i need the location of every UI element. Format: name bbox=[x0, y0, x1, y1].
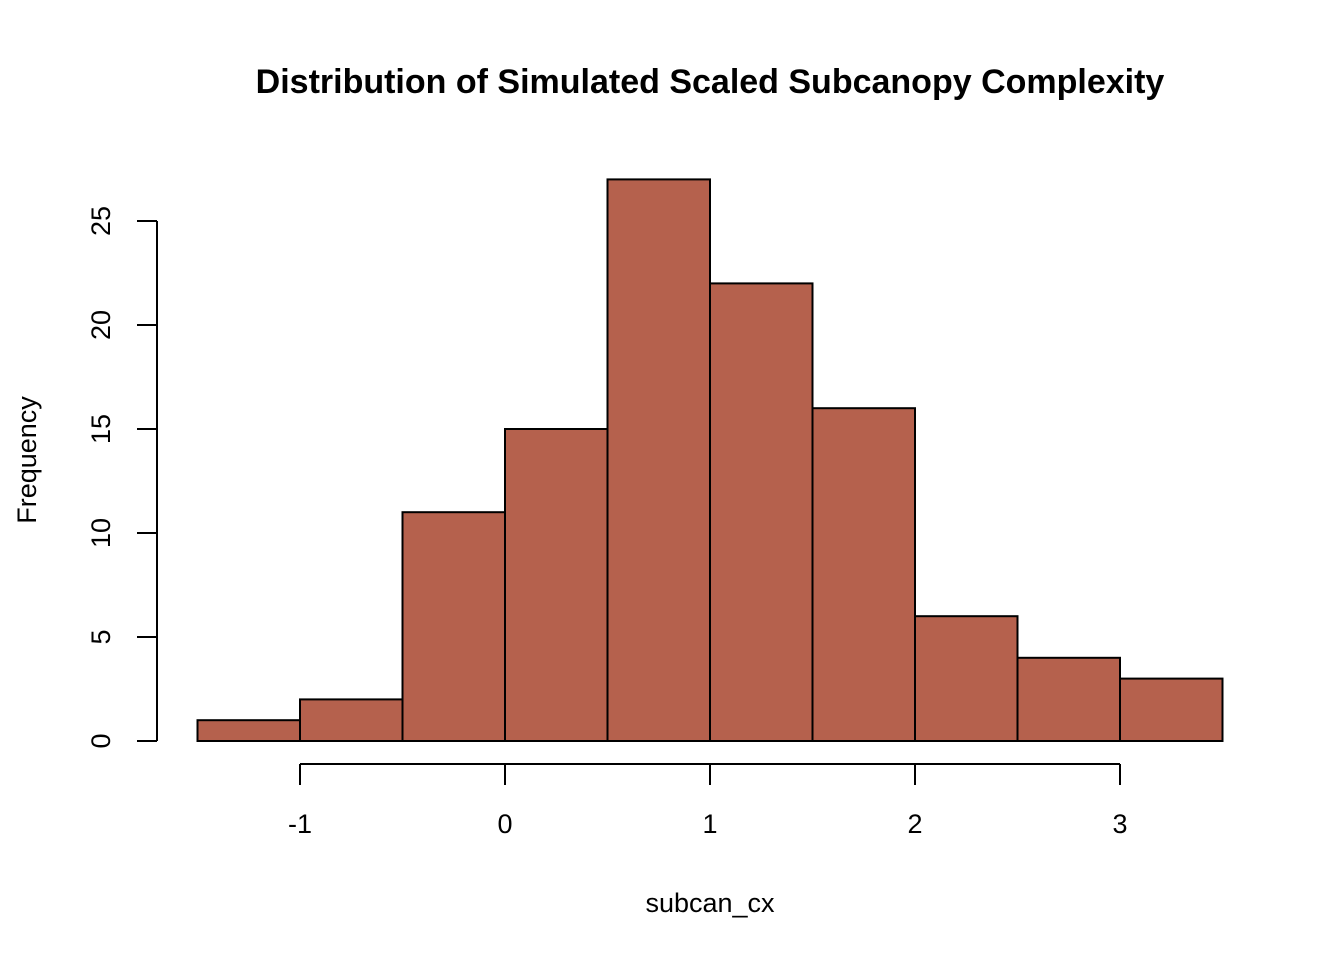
histogram-bar bbox=[914, 615, 1019, 743]
y-tick-label: 0 bbox=[86, 733, 116, 748]
histogram-bar bbox=[401, 511, 506, 743]
histogram-bar bbox=[504, 428, 609, 742]
histogram-bar bbox=[1119, 677, 1224, 742]
y-tick-label: 5 bbox=[86, 629, 116, 644]
histogram-bar bbox=[811, 407, 916, 742]
histogram-bar bbox=[709, 282, 814, 742]
chart-title: Distribution of Simulated Scaled Subcano… bbox=[256, 63, 1165, 101]
y-axis-label: Frequency bbox=[12, 396, 42, 524]
x-tick-label: 2 bbox=[907, 809, 922, 839]
y-tick-label: 25 bbox=[86, 206, 116, 236]
x-tick-label: 3 bbox=[1112, 809, 1127, 839]
histogram-bar bbox=[1016, 656, 1121, 742]
y-axis: 0 5 10 15 20 25 bbox=[86, 206, 158, 749]
y-tick-label: 20 bbox=[86, 310, 116, 340]
y-tick-label: 15 bbox=[86, 414, 116, 444]
x-axis: -1 0 1 2 3 bbox=[288, 763, 1128, 839]
histogram-bar bbox=[606, 178, 711, 742]
x-tick-label: 0 bbox=[497, 809, 512, 839]
x-tick-label: -1 bbox=[288, 809, 312, 839]
histogram-bar bbox=[196, 719, 301, 743]
histogram-bar bbox=[299, 698, 404, 743]
x-axis-label: subcan_cx bbox=[645, 888, 775, 918]
x-tick-label: 1 bbox=[702, 809, 717, 839]
y-tick-label: 10 bbox=[86, 518, 116, 548]
histogram-bars bbox=[196, 178, 1224, 743]
